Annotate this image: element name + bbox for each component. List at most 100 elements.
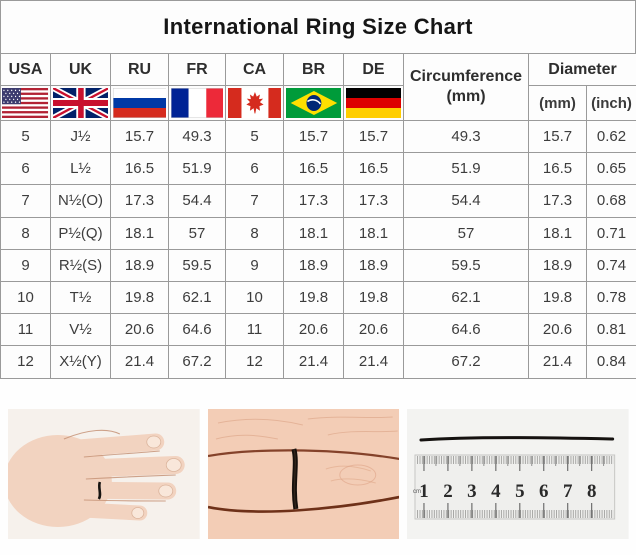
- table-cell: 18.1: [528, 216, 587, 250]
- chart-container: International Ring Size Chart USA UK RU …: [0, 0, 636, 379]
- diameter-inch-header: (inch): [585, 85, 636, 121]
- table-cell: 16.5: [283, 152, 344, 186]
- table-cell: 59.5: [403, 248, 529, 282]
- ru-flag-icon: [110, 85, 169, 121]
- col-header-usa: USA: [0, 53, 51, 86]
- table-cell: 20.6: [343, 313, 404, 347]
- table-cell: 62.1: [168, 280, 226, 315]
- table-cell: V½: [50, 313, 111, 347]
- col-header-br: BR: [283, 53, 344, 86]
- table-cell: 20.6: [110, 313, 169, 347]
- circumference-label: Circumference: [409, 68, 523, 85]
- table-cell: 0.74: [585, 248, 636, 282]
- table-cell: 19.8: [343, 280, 404, 315]
- table-row: 11 V½ 20.6 64.6 11 20.6 20.6 64.6 20.6 0.81: [0, 313, 636, 347]
- ruler-number: 2: [444, 480, 453, 501]
- table-cell: 9: [225, 248, 284, 282]
- table-cell: L½: [50, 152, 111, 186]
- table-cell: 21.4: [528, 345, 587, 379]
- table-cell: 19.8: [110, 280, 169, 315]
- table-cell: 21.4: [343, 345, 404, 379]
- table-cell: 16.5: [528, 152, 587, 186]
- table-cell: 7: [225, 184, 284, 218]
- ruler-number: 3: [468, 480, 477, 501]
- header-row-countries: USA UK RU FR CA BR DE Circumference (mm)…: [0, 53, 636, 121]
- table-row: 5 J½ 15.7 49.3 5 15.7 15.7 49.3 15.7 0.62: [0, 119, 636, 154]
- table-cell: 15.7: [110, 119, 169, 154]
- table-cell: 6: [0, 152, 51, 186]
- ruler-number: 5: [515, 480, 524, 501]
- ring-size-table: USA UK RU FR CA BR DE Circumference (mm)…: [0, 53, 636, 379]
- ruler-number: 6: [539, 480, 548, 501]
- table-cell: 54.4: [168, 184, 226, 218]
- table-row: 9 R½(S) 18.9 59.5 9 18.9 18.9 59.5 18.9 0.74: [0, 248, 636, 282]
- table-row: 10 T½ 19.8 62.1 10 19.8 19.8 62.1 19.8 0.78: [0, 280, 636, 315]
- header-row-flags: (mm) (inch): [0, 85, 636, 121]
- table-cell: R½(S): [50, 248, 111, 282]
- table-cell: 18.1: [110, 216, 169, 250]
- ruler-cm-label: cm: [413, 488, 421, 494]
- finger-string-closeup-photo: [207, 408, 400, 539]
- table-cell: 15.7: [528, 119, 587, 154]
- br-flag-icon: [283, 85, 344, 121]
- table-cell: 17.3: [528, 184, 587, 218]
- table-cell: 18.9: [528, 248, 587, 282]
- table-cell: 54.4: [403, 184, 529, 218]
- table-cell: 5: [0, 119, 51, 154]
- us-flag-icon: [0, 85, 51, 121]
- table-cell: 18.9: [283, 248, 344, 282]
- table-cell: 20.6: [283, 313, 344, 347]
- measuring-string: [419, 435, 615, 441]
- table-cell: 67.2: [168, 345, 226, 379]
- page-title: International Ring Size Chart: [0, 0, 636, 53]
- table-cell: 21.4: [283, 345, 344, 379]
- table-cell: 20.6: [528, 313, 587, 347]
- table-cell: 5: [225, 119, 284, 154]
- table-cell: 62.1: [403, 280, 529, 315]
- fr-flag-icon: [168, 85, 226, 121]
- col-header-circumference: Circumference (mm): [403, 53, 529, 121]
- ruler-number: 8: [587, 480, 596, 501]
- table-cell: 19.8: [528, 280, 587, 315]
- photo-strip: cm 1 2 3 4 5 6 7 8: [0, 378, 636, 539]
- table-cell: 8: [0, 216, 51, 250]
- string-on-ruler-photo: cm 1 2 3 4 5 6 7 8: [407, 408, 630, 539]
- table-row: 7 N½(O) 17.3 54.4 7 17.3 17.3 54.4 17.3 0.68: [0, 184, 636, 218]
- table-cell: 18.9: [110, 248, 169, 282]
- table-cell: 12: [225, 345, 284, 379]
- table-cell: 11: [0, 313, 51, 347]
- table-cell: 17.3: [283, 184, 344, 218]
- table-cell: 67.2: [403, 345, 529, 379]
- table-cell: 57: [403, 216, 529, 250]
- col-header-fr: FR: [168, 53, 226, 86]
- table-body: 5 J½ 15.7 49.3 5 15.7 15.7 49.3 15.7 0.62 6 L½ 16.5 5…: [0, 119, 636, 379]
- ruler-number: 4: [491, 480, 501, 501]
- table-cell: 0.78: [585, 280, 636, 315]
- table-cell: P½(Q): [50, 216, 111, 250]
- hand-with-string-photo: [8, 408, 200, 539]
- table-cell: 0.81: [585, 313, 636, 347]
- table-cell: 51.9: [403, 152, 529, 186]
- uk-flag-icon: [50, 85, 111, 121]
- string-on-finger: [97, 481, 102, 500]
- table-cell: X½(Y): [50, 345, 111, 379]
- table-cell: 11: [225, 313, 284, 347]
- circumference-unit: (mm): [446, 88, 486, 105]
- table-cell: 57: [168, 216, 226, 250]
- table-cell: 49.3: [168, 119, 226, 154]
- table-cell: 17.3: [343, 184, 404, 218]
- table-cell: 10: [225, 280, 284, 315]
- table-cell: 0.68: [585, 184, 636, 218]
- col-header-diameter: Diameter: [527, 53, 636, 86]
- table-cell: 12: [0, 345, 51, 379]
- col-header-de: DE: [343, 53, 404, 86]
- table-cell: 0.84: [585, 345, 636, 379]
- table-cell: 19.8: [283, 280, 344, 315]
- table-cell: 18.1: [283, 216, 344, 250]
- table-cell: 0.65: [585, 152, 636, 186]
- table-row: 8 P½(Q) 18.1 57 8 18.1 18.1 57 18.1 0.71: [0, 216, 636, 250]
- table-cell: 15.7: [283, 119, 344, 154]
- table-cell: J½: [50, 119, 111, 154]
- ruler-number: 7: [563, 480, 573, 501]
